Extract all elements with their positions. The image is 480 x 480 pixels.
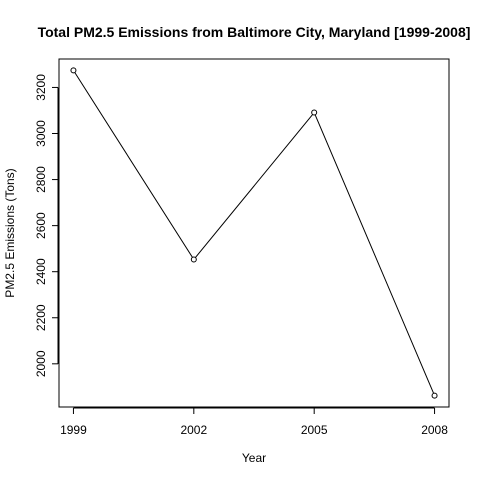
data-point <box>311 109 318 116</box>
y-tick-label: 2600 <box>34 212 48 239</box>
x-tick-label: 1999 <box>60 423 87 437</box>
series-layer <box>70 67 438 399</box>
x-axis: 1999 2002 2005 2008 <box>60 407 448 437</box>
series-line <box>73 70 436 396</box>
x-axis-label: Year <box>242 451 266 465</box>
chart-title: Total PM2.5 Emissions from Baltimore Cit… <box>38 24 471 40</box>
y-tick-label: 2000 <box>34 350 48 377</box>
data-point <box>431 392 438 399</box>
y-tick-label: 2200 <box>34 304 48 331</box>
y-tick-label: 3200 <box>34 74 48 101</box>
x-tick-label: 2008 <box>421 423 448 437</box>
x-tick-label: 2005 <box>301 423 328 437</box>
y-axis: 2000 2200 2400 2600 2800 3000 3200 <box>34 74 59 377</box>
y-axis-label: PM2.5 Emissions (Tons) <box>3 168 17 297</box>
y-tick-label: 3000 <box>34 120 48 147</box>
data-point <box>190 256 197 263</box>
y-tick-label: 2400 <box>34 258 48 285</box>
plot-frame <box>58 58 450 408</box>
y-tick-label: 2800 <box>34 166 48 193</box>
x-tick-label: 2002 <box>180 423 207 437</box>
data-point <box>70 67 77 74</box>
